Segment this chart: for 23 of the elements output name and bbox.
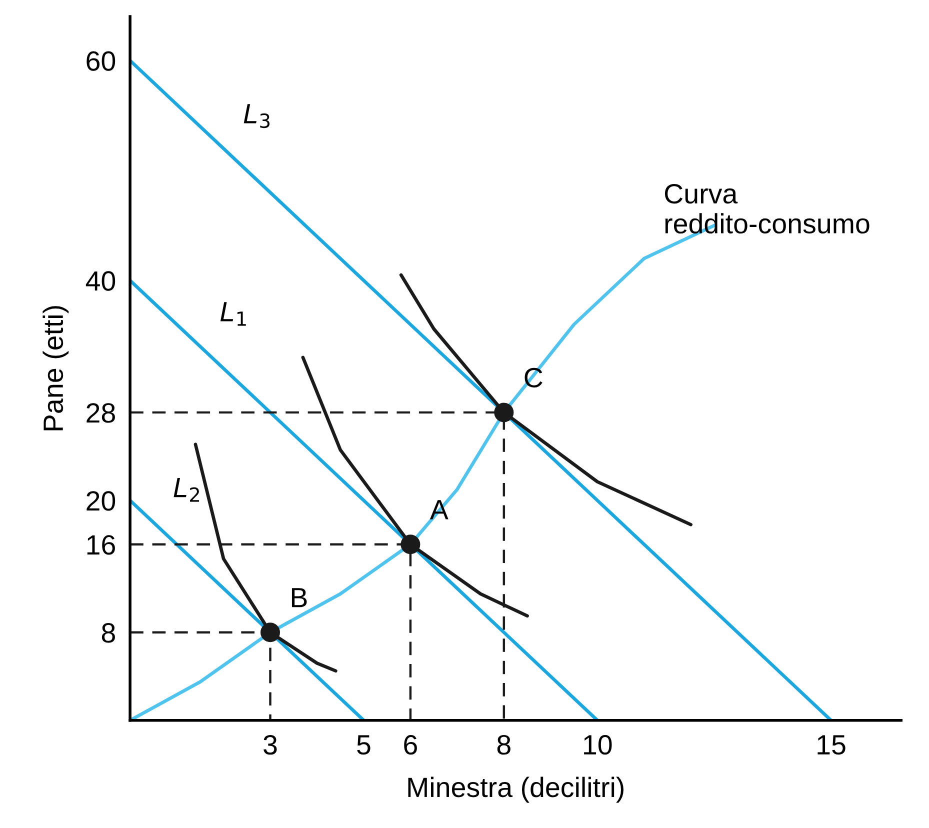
x-tick-label: 8 [497,734,510,755]
x-axis-title: Minestra (decilitri) [408,776,624,803]
y-tick-label: 16 [87,535,115,555]
x-tick-label: 3 [264,734,277,755]
y-tick-label: 20 [86,491,116,511]
x-tick-label: 5 [357,735,370,755]
point [494,402,514,422]
line-series [399,273,693,526]
annotation: Curva reddito-consumo [664,184,870,234]
x-tick-label: 6 [404,734,417,755]
annotation: L$_{3}$ [244,104,270,128]
annotation: L$_{2}$ [174,478,200,502]
y-tick-label: 8 [102,623,115,643]
point [400,534,420,554]
x-tick-label: 10 [584,734,612,755]
annotation: B [292,588,307,608]
point [260,622,280,642]
y-tick-label: 40 [86,271,116,291]
y-axis-title: Pane (etti) [42,306,69,430]
annotation: L$_{1}$ [220,302,246,326]
y-tick-label: 28 [86,403,115,423]
y-tick-label: 60 [86,51,116,71]
x-tick-label: 15 [818,735,846,755]
